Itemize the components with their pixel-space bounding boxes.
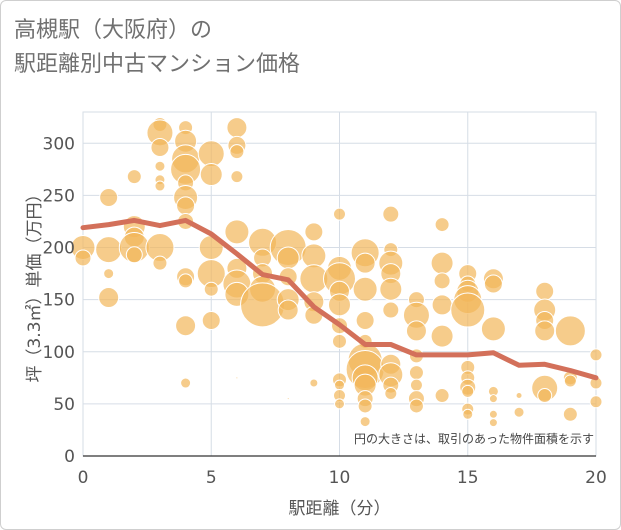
bubble-point — [99, 187, 119, 207]
bubble-point — [226, 117, 248, 139]
bubble-point — [408, 365, 424, 381]
bubble-point — [480, 316, 506, 342]
x-tick-label: 15 — [457, 468, 479, 488]
bubble-point — [126, 169, 142, 185]
bubble-point — [384, 386, 398, 400]
bubble-point — [488, 418, 498, 428]
bubble-point — [74, 249, 92, 267]
bubble-point — [379, 277, 403, 301]
x-tick-label: 20 — [585, 468, 607, 488]
bubble-size-note: 円の大きさは、取引のあった物件面積を示す — [354, 431, 594, 446]
bubble-point — [98, 287, 120, 309]
bubble-point — [589, 395, 603, 409]
x-axis-ticks: 0 5 10 15 20 — [78, 468, 607, 488]
bubble-point — [95, 236, 123, 264]
bubble-point — [276, 246, 300, 270]
bubble-point — [301, 243, 327, 269]
y-axis-ticks: 0 50 100 150 200 250 300 — [43, 134, 75, 467]
bubble-point — [328, 293, 351, 317]
y-tick-label: 100 — [43, 343, 75, 363]
bubble-point — [433, 272, 451, 290]
bubble-point — [309, 378, 319, 388]
bubble-point — [462, 408, 474, 420]
bubble-point — [431, 294, 453, 316]
bubble-point — [515, 392, 523, 400]
bubble-point — [434, 217, 450, 233]
chart-title-line-1: 高槻駅（大阪府）の — [14, 18, 213, 43]
bubble-point — [352, 276, 378, 302]
trend-line — [80, 217, 599, 381]
bubble-point — [405, 320, 427, 342]
bubble-point — [408, 398, 424, 414]
bubble-point — [563, 374, 577, 388]
bubble-point — [359, 416, 371, 428]
bubble-point — [180, 377, 192, 389]
bubble-point — [286, 397, 290, 401]
bubble-point — [175, 315, 197, 337]
x-tick-label: 10 — [329, 468, 351, 488]
bubble-point — [125, 246, 143, 264]
bubble-point — [201, 310, 221, 330]
y-tick-label: 200 — [43, 239, 75, 259]
bubble-point — [224, 219, 250, 245]
bubble-point — [382, 301, 400, 319]
bubble-point — [277, 299, 299, 321]
y-tick-label: 50 — [53, 395, 75, 415]
bubble-point — [150, 137, 170, 157]
y-tick-label: 250 — [43, 186, 75, 206]
bubble-point — [154, 160, 166, 172]
bubble-point — [152, 255, 168, 271]
bubble-point — [334, 398, 345, 410]
bubble-point — [197, 140, 225, 168]
bubble-point — [235, 376, 239, 380]
bubble-point — [589, 348, 603, 362]
bubble-point — [430, 324, 454, 348]
bubble-point — [534, 320, 556, 342]
bubble-point — [488, 394, 498, 404]
bubble-point — [430, 251, 454, 275]
bubble-point — [154, 180, 166, 192]
bubble-point — [357, 398, 373, 414]
bubble-point — [554, 315, 586, 347]
bubble-point — [434, 388, 450, 404]
bubble-point — [513, 406, 525, 418]
bubble-point — [562, 406, 578, 422]
x-tick-label: 0 — [78, 468, 89, 488]
x-tick-label: 5 — [206, 468, 217, 488]
bubble-point — [334, 379, 345, 391]
bubble-point — [382, 205, 400, 223]
bubble-point — [461, 384, 475, 398]
bubble-point — [488, 409, 498, 419]
chart-title: 高槻駅（大阪府）の 駅距離別中古マンション価格 — [14, 14, 300, 82]
bubble-point — [409, 378, 423, 392]
y-axis-title: 坪（3.3㎡）単価（万円） — [25, 185, 45, 382]
y-tick-label: 0 — [64, 447, 75, 467]
bubble-point — [537, 388, 553, 404]
bubble-point — [535, 281, 555, 301]
x-axis-title: 駅距離（分） — [289, 499, 391, 519]
bubble-point — [450, 292, 486, 328]
bubble-point — [103, 268, 115, 280]
bubble-point — [199, 163, 223, 187]
y-tick-label: 150 — [43, 291, 75, 311]
chart-title-line-2: 駅距離別中古マンション価格 — [14, 52, 301, 77]
bubble-point — [483, 274, 503, 294]
bubble-point — [304, 222, 324, 242]
y-tick-label: 300 — [43, 134, 75, 154]
bubble-point — [354, 252, 376, 274]
bubble-point — [355, 310, 375, 330]
bubble-point — [203, 281, 219, 297]
bubble-point — [230, 170, 244, 184]
trend-line-series — [80, 217, 599, 381]
bubble-point — [229, 144, 245, 160]
bubble-point — [333, 207, 346, 221]
bubble-point — [178, 273, 194, 289]
bubble-point — [176, 196, 196, 216]
bubble-point — [332, 333, 347, 349]
